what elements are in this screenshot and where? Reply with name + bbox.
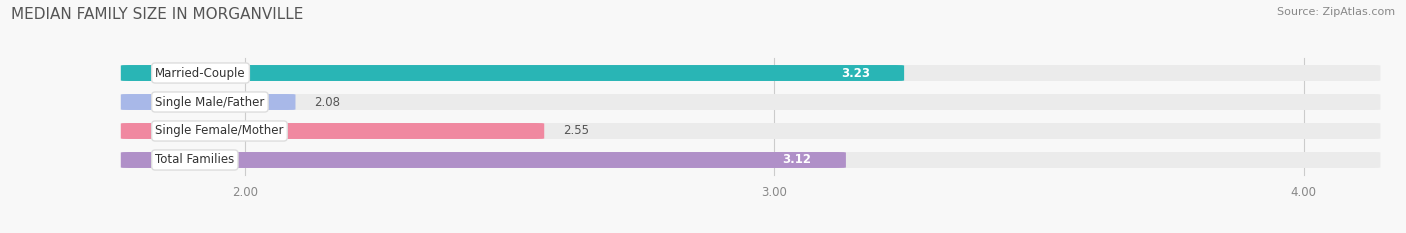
Text: 2.08: 2.08 bbox=[314, 96, 340, 109]
FancyBboxPatch shape bbox=[121, 152, 1381, 168]
Text: Single Male/Father: Single Male/Father bbox=[155, 96, 264, 109]
Text: Total Families: Total Families bbox=[155, 154, 235, 167]
Text: 3.12: 3.12 bbox=[783, 154, 811, 167]
FancyBboxPatch shape bbox=[121, 65, 904, 81]
FancyBboxPatch shape bbox=[121, 152, 846, 168]
FancyBboxPatch shape bbox=[121, 94, 1381, 110]
FancyBboxPatch shape bbox=[121, 94, 295, 110]
FancyBboxPatch shape bbox=[121, 123, 1381, 139]
Text: 3.23: 3.23 bbox=[841, 66, 870, 79]
Text: MEDIAN FAMILY SIZE IN MORGANVILLE: MEDIAN FAMILY SIZE IN MORGANVILLE bbox=[11, 7, 304, 22]
Text: Single Female/Mother: Single Female/Mother bbox=[155, 124, 284, 137]
Text: Source: ZipAtlas.com: Source: ZipAtlas.com bbox=[1277, 7, 1395, 17]
FancyBboxPatch shape bbox=[121, 65, 1381, 81]
Text: Married-Couple: Married-Couple bbox=[155, 66, 246, 79]
Text: 2.55: 2.55 bbox=[562, 124, 589, 137]
FancyBboxPatch shape bbox=[121, 123, 544, 139]
